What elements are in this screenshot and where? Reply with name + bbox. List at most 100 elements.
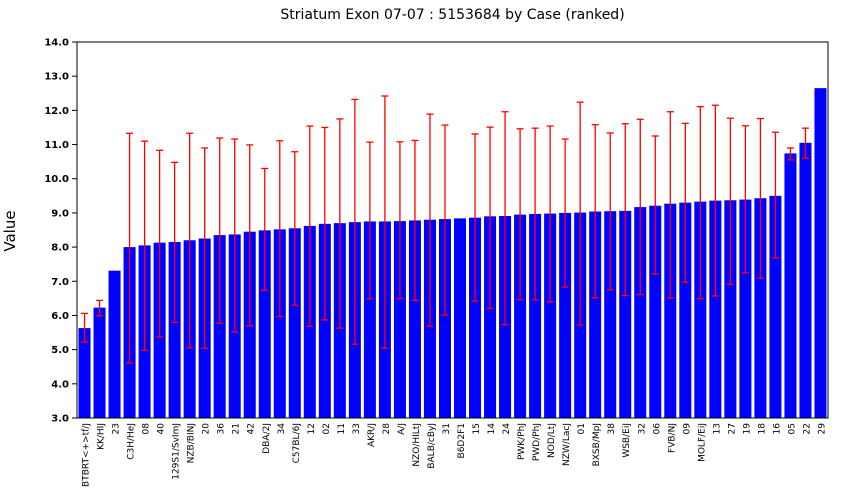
x-tick-label: 02 [322,423,332,434]
x-tick-label: 22 [802,423,812,434]
x-tick-label: 31 [442,423,452,434]
y-tick-label: 8.0 [51,243,69,254]
x-tick-label: 06 [652,423,662,435]
y-tick-label: 12.0 [44,106,69,117]
bar [258,230,271,418]
x-tick-label: 13 [712,423,722,434]
y-tick-label: 3.0 [51,414,69,425]
x-tick-label: 01 [577,423,587,434]
bar [694,201,707,418]
y-tick-label: 6.0 [51,311,69,322]
x-tick-label: A/J [397,423,407,435]
x-tick-label: 23 [112,423,122,434]
bar [514,214,527,418]
x-tick-label: BXSB/MpJ [592,423,602,466]
bar [484,216,497,418]
x-tick-label: DBA/2J [262,423,272,454]
bar [769,195,782,418]
x-tick-label: MOLF/EiJ [697,423,707,462]
bar [784,153,797,418]
y-tick-label: 13.0 [44,72,69,83]
x-tick-label: C57BL/6J [292,423,302,463]
x-tick-label: 24 [502,423,512,435]
bar [529,213,542,418]
x-tick-label: NZB/BINJ [187,423,197,463]
bar [634,207,647,418]
bar [408,220,421,418]
bar [318,223,331,418]
x-tick-label: 32 [637,423,647,434]
y-tick-label: 11.0 [44,140,69,151]
x-tick-label: 29 [817,423,827,435]
x-tick-label: 18 [757,423,767,435]
bar [78,328,91,418]
x-tick-label: 42 [247,423,257,434]
plot-frame [76,41,829,419]
x-tick-label: 05 [787,423,797,434]
x-tick-label: C3H/HeJ [127,423,137,460]
bar [469,217,482,418]
bar [604,211,617,418]
bar [739,199,752,418]
bar [799,142,812,418]
bar [619,210,632,418]
x-tick-label: 15 [472,423,482,434]
x-tick-label: FVB/NJ [667,423,677,453]
bar [559,212,572,418]
bar [454,218,467,418]
x-tick-label: BTBRT<+>tf/J [82,423,92,487]
bar [288,228,301,418]
x-tick-label: 08 [142,423,152,435]
bar [589,211,602,418]
bar [754,198,767,418]
x-tick-label: B6D2F1 [457,423,467,458]
x-tick-label: 28 [382,423,392,435]
bar [814,88,827,419]
x-tick-label: 21 [232,423,242,434]
x-tick-label: 38 [607,423,617,435]
x-tick-label: 09 [682,423,692,435]
x-tick-label: AKR/J [367,423,377,447]
x-tick-label: NZO/HILtJ [412,423,422,467]
bar [664,203,677,418]
x-tick-label: PWD/PhJ [532,423,542,461]
x-tick-label: 20 [202,423,212,435]
bar [273,229,286,418]
x-tick-label: 12 [307,423,317,434]
bar [168,241,181,418]
bar [679,202,692,418]
bar [213,235,226,418]
bar [649,205,662,418]
bar [108,270,121,418]
x-tick-label: 19 [742,423,752,435]
x-tick-label: NOD/LtJ [547,423,557,458]
bar [438,219,451,418]
bar [363,221,376,418]
y-tick-label: 4.0 [51,379,69,390]
y-tick-label: 10.0 [44,174,69,185]
chart-title: Striatum Exon 07-07 : 5153684 by Case (r… [280,7,625,23]
x-tick-label: 27 [727,423,737,434]
y-tick-label: 14.0 [44,38,69,49]
x-tick-label: 11 [337,423,347,434]
bar [709,200,722,418]
bar [724,200,737,418]
y-tick-label: 9.0 [51,208,69,219]
bar [393,221,406,418]
x-tick-label: WSB/EiJ [622,423,632,458]
x-tick-label: 34 [277,423,287,435]
x-tick-label: 129S1/SvImJ [172,423,182,480]
x-tick-label: 14 [487,423,497,435]
y-tick-label: 5.0 [51,345,69,356]
x-tick-label: PWK/PhJ [517,423,527,460]
x-tick-label: KK/HIJ [97,423,107,450]
x-tick-label: 36 [217,423,227,435]
x-tick-label: BALB/cByJ [427,423,437,469]
x-tick-label: NZW/LacJ [562,423,572,466]
bar [544,213,557,418]
x-tick-label: 40 [157,423,167,435]
x-tick-label: 33 [352,423,362,434]
y-tick-label: 7.0 [51,277,69,288]
